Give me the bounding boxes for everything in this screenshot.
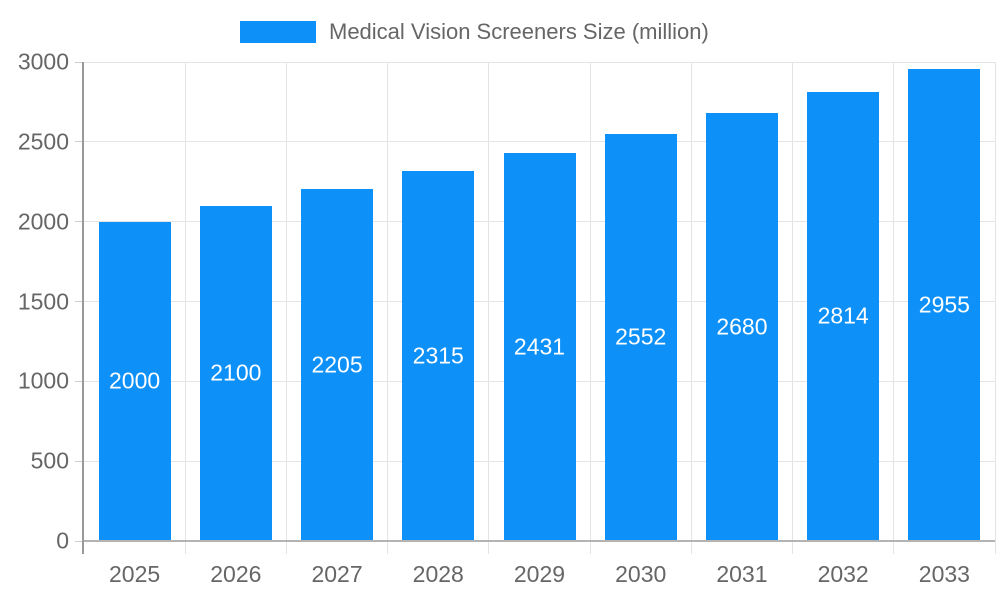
x-axis-label: 2029 bbox=[513, 561, 566, 587]
x-axis-line bbox=[84, 540, 995, 542]
y-axis-label: 0 bbox=[56, 527, 69, 554]
y-tick-mark bbox=[75, 460, 84, 462]
y-tick-mark bbox=[75, 301, 84, 302]
y-tick-mark bbox=[75, 141, 84, 143]
x-axis-label: 2032 bbox=[817, 561, 869, 587]
x-gridline bbox=[387, 62, 389, 554]
bar-2025[interactable]: 2000 bbox=[98, 221, 171, 541]
legend-item[interactable]: Medical Vision Screeners Size (million) bbox=[240, 19, 709, 45]
x-axis-label: 2028 bbox=[412, 561, 464, 587]
y-tick-mark bbox=[75, 221, 84, 223]
bar-value-label: 2315 bbox=[412, 342, 464, 369]
x-gridline bbox=[589, 62, 591, 554]
bar-value-label: 2814 bbox=[817, 302, 869, 329]
x-axis-label: 2026 bbox=[210, 561, 262, 587]
x-axis-label: 2027 bbox=[311, 561, 363, 587]
x-gridline bbox=[488, 62, 490, 554]
bar-2030[interactable]: 2552 bbox=[604, 133, 677, 541]
x-axis-label: 2033 bbox=[918, 561, 970, 587]
x-axis-label: 2030 bbox=[615, 561, 667, 587]
y-axis-label: 3000 bbox=[17, 48, 69, 75]
bar-2029[interactable]: 2431 bbox=[503, 152, 576, 541]
y-gridline bbox=[84, 141, 995, 143]
bar-2026[interactable]: 2100 bbox=[199, 205, 272, 541]
bar-value-label: 2552 bbox=[615, 323, 667, 350]
bar-value-label: 2955 bbox=[918, 291, 970, 318]
legend-swatch bbox=[240, 21, 316, 43]
y-axis-line bbox=[82, 62, 84, 554]
bar-value-label: 2100 bbox=[210, 359, 262, 386]
y-axis-label: 2000 bbox=[17, 208, 69, 235]
y-axis-label: 2500 bbox=[17, 128, 69, 155]
y-tick-mark bbox=[75, 380, 84, 382]
plot-area: 0 500 1000 1500 2000 2500 3000 2000 2100 2205 2315… bbox=[18, 49, 996, 587]
x-gridline bbox=[184, 62, 186, 554]
y-tick-mark bbox=[75, 540, 84, 542]
y-axis-label: 1000 bbox=[17, 367, 69, 394]
bar-value-label: 2431 bbox=[513, 333, 566, 360]
bar-value-label: 2205 bbox=[311, 351, 363, 378]
x-gridline bbox=[285, 62, 287, 554]
bar-value-label: 2000 bbox=[109, 367, 161, 394]
bar-2027[interactable]: 2205 bbox=[301, 188, 374, 541]
bar-2032[interactable]: 2814 bbox=[807, 91, 880, 541]
y-axis-label: 500 bbox=[30, 447, 69, 474]
x-axis-label: 2025 bbox=[109, 561, 161, 587]
x-gridline bbox=[792, 62, 794, 554]
x-gridline bbox=[994, 62, 996, 554]
x-axis-label: 2031 bbox=[716, 561, 768, 587]
bar-2033[interactable]: 2955 bbox=[908, 69, 981, 541]
bar-value-label: 2680 bbox=[716, 313, 768, 340]
legend-label: Medical Vision Screeners Size (million) bbox=[329, 19, 709, 44]
x-gridline bbox=[893, 62, 895, 554]
y-gridline bbox=[84, 61, 995, 63]
bar-2031[interactable]: 2680 bbox=[705, 113, 778, 541]
y-tick-mark bbox=[75, 61, 84, 63]
y-axis-label: 1500 bbox=[17, 288, 69, 314]
bar-2028[interactable]: 2315 bbox=[402, 171, 475, 541]
x-gridline bbox=[690, 62, 692, 554]
